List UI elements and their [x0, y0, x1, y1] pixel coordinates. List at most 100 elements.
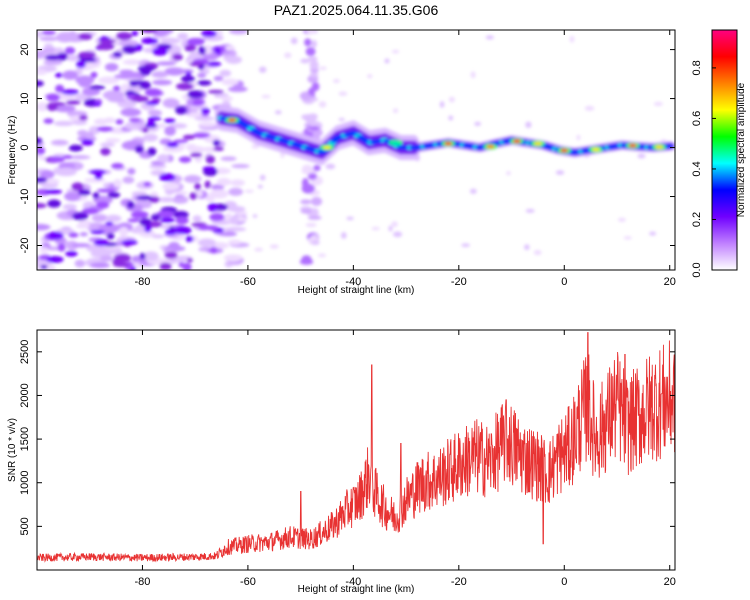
noise-blob — [213, 75, 224, 82]
noise-speck — [254, 247, 263, 252]
snr-plot-area — [37, 332, 675, 563]
noise-blob-strong — [65, 100, 81, 105]
y-tick-label: 2500 — [19, 340, 31, 364]
noise-blob — [79, 232, 88, 237]
noise-band-blob — [310, 240, 320, 246]
noise-blob-strong — [78, 51, 96, 59]
noise-blob-strong — [62, 155, 73, 160]
noise-speck — [617, 217, 626, 222]
noise-speck — [391, 221, 398, 228]
noise-speck — [274, 110, 282, 115]
ridge-peak — [486, 144, 495, 149]
noise-speck — [623, 236, 632, 240]
noise-blob-strong — [189, 192, 198, 200]
noise-blob-strong — [166, 141, 179, 148]
noise-blob — [157, 154, 170, 163]
noise-blob-strong — [143, 181, 152, 187]
noise-blob-strong — [47, 231, 64, 240]
noise-blob-strong — [144, 88, 162, 97]
chart-title: PAZ1.2025.064.11.35.G06 — [274, 2, 439, 18]
noise-blob-strong — [185, 71, 192, 76]
noise-speck — [309, 72, 319, 78]
noise-blob-strong — [207, 61, 222, 67]
noise-blob — [197, 72, 207, 79]
noise-blob — [131, 255, 143, 263]
noise-speck — [340, 232, 347, 239]
y-tick-label: -20 — [19, 238, 31, 254]
noise-blob — [151, 70, 169, 78]
heatmap-x-axis-label: Height of straight line (km) — [298, 285, 415, 296]
noise-speck — [439, 101, 445, 108]
noise-speck — [555, 170, 565, 175]
noise-blob — [93, 118, 108, 126]
noise-blob-strong — [175, 216, 189, 225]
noise-speck — [338, 117, 345, 122]
noise-speck — [391, 49, 400, 54]
x-tick-label: -60 — [240, 276, 256, 288]
noise-blob — [152, 79, 173, 86]
x-tick-label: -20 — [451, 276, 467, 288]
colorbar-tick-label: 0.4 — [691, 161, 703, 176]
noise-blob-strong — [68, 144, 83, 152]
noise-speck — [506, 171, 511, 176]
noise-speck — [325, 163, 336, 170]
noise-blob — [224, 226, 247, 232]
noise-speck — [649, 231, 657, 236]
noise-blob-strong — [145, 101, 159, 106]
noise-blob-strong — [100, 147, 111, 156]
noise-band-blob — [310, 196, 323, 206]
noise-blob-strong — [96, 201, 110, 209]
noise-speck — [258, 66, 267, 73]
ridge-peak — [655, 145, 664, 149]
noise-speck — [269, 244, 279, 249]
noise-blob — [162, 182, 180, 191]
noise-blob-strong — [174, 226, 192, 235]
noise-speck — [251, 144, 260, 149]
noise-blob-strong — [90, 71, 98, 79]
noise-speck — [485, 35, 494, 40]
ridge-peak — [228, 118, 237, 122]
noise-band-blob — [304, 38, 312, 47]
noise-blob — [69, 155, 91, 160]
noise-blob — [164, 67, 185, 76]
noise-blob-strong — [201, 107, 211, 114]
ridge-peak — [391, 140, 400, 145]
noise-blob-strong — [89, 85, 106, 90]
snr-x-axis-label: Height of straight line (km) — [298, 584, 415, 595]
noise-band-blob — [300, 199, 312, 205]
noise-blob-strong — [55, 84, 65, 93]
x-tick-label: 20 — [664, 576, 676, 588]
noise-speck — [637, 153, 646, 159]
noise-speck — [525, 121, 532, 129]
noise-blob — [158, 30, 174, 34]
noise-blob-strong — [187, 38, 206, 43]
noise-blob — [129, 228, 141, 233]
snr-y-axis-label: SNR (10 * v/v) — [7, 418, 18, 482]
noise-blob — [98, 76, 120, 84]
noise-band-blob — [301, 178, 309, 188]
noise-blob-strong — [209, 246, 218, 254]
noise-blob — [55, 32, 75, 43]
noise-blob — [147, 109, 163, 117]
noise-blob — [192, 215, 202, 223]
noise-blob-strong — [192, 99, 204, 106]
noise-speck — [300, 58, 310, 64]
noise-blob — [37, 69, 48, 76]
noise-blob — [235, 210, 248, 216]
noise-band-blob — [307, 172, 318, 180]
noise-blob-strong — [129, 82, 139, 87]
noise-blob — [39, 170, 55, 179]
noise-blob-strong — [40, 264, 48, 270]
noise-blob — [39, 247, 49, 253]
colorbar-tick-label: 0.2 — [691, 212, 703, 227]
noise-speck — [346, 216, 354, 221]
noise-blob — [224, 45, 236, 51]
noise-speck — [525, 208, 535, 213]
noise-blob — [46, 178, 60, 185]
noise-speck — [470, 71, 476, 79]
noise-blob — [221, 78, 239, 86]
noise-blob-strong — [202, 166, 216, 171]
noise-blob — [51, 140, 68, 145]
colorbar — [711, 29, 738, 271]
